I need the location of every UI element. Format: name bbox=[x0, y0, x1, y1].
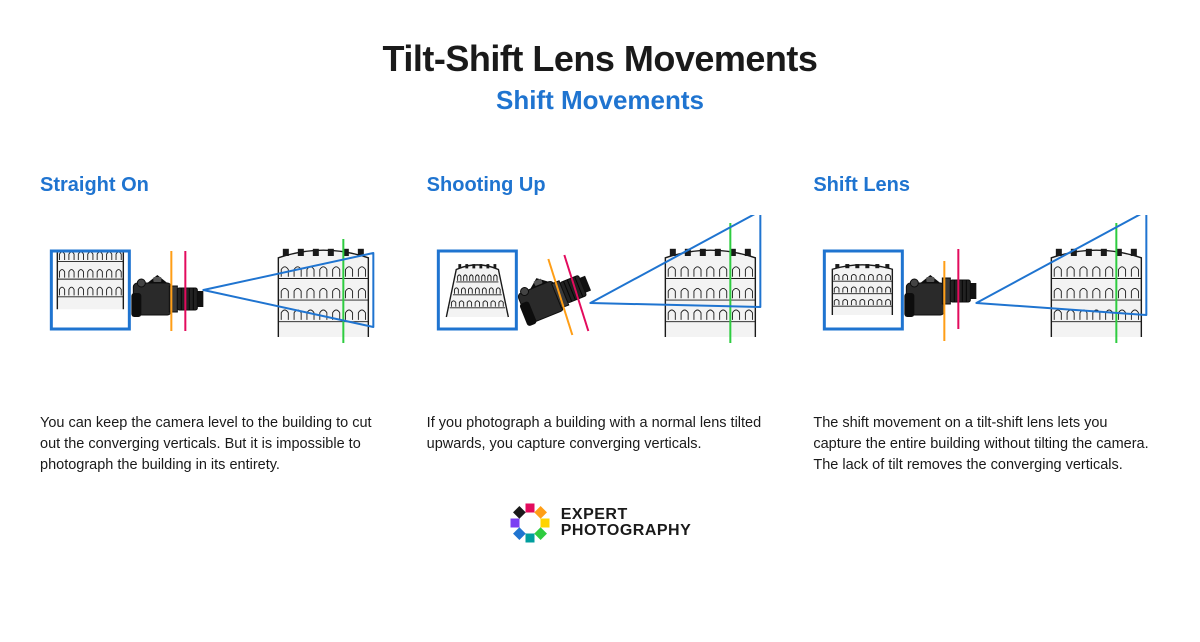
panels-row: Straight On You can keep the camera leve… bbox=[40, 174, 1160, 476]
diagram-shift bbox=[813, 215, 1160, 365]
diagram-straight bbox=[40, 215, 387, 365]
panel-shift-lens: Shift Lens The shift movement on a tilt-… bbox=[813, 174, 1160, 476]
desc-up: If you photograph a building with a norm… bbox=[427, 413, 767, 455]
desc-shift: The shift movement on a tilt-shift lens … bbox=[813, 413, 1153, 476]
logo-text: EXPERT PHOTOGRAPHY bbox=[561, 507, 692, 539]
logo-line1: EXPERT bbox=[561, 507, 692, 523]
diagram-up bbox=[427, 215, 774, 365]
main-title: Tilt-Shift Lens Movements bbox=[40, 38, 1160, 79]
panel-shooting-up: Shooting Up If you photograph a building… bbox=[427, 174, 774, 476]
panel-straight-on: Straight On You can keep the camera leve… bbox=[40, 174, 387, 476]
logo-ring-icon bbox=[509, 502, 551, 544]
desc-straight: You can keep the camera level to the bui… bbox=[40, 413, 380, 476]
logo-line2: PHOTOGRAPHY bbox=[561, 523, 692, 539]
panel-title-straight: Straight On bbox=[40, 174, 387, 197]
panel-title-shift: Shift Lens bbox=[813, 174, 1160, 197]
infographic-page: Tilt-Shift Lens Movements Shift Movement… bbox=[0, 0, 1200, 642]
brand-logo: EXPERT PHOTOGRAPHY bbox=[509, 502, 692, 544]
logo-area: EXPERT PHOTOGRAPHY bbox=[40, 502, 1160, 544]
subtitle: Shift Movements bbox=[40, 85, 1160, 116]
panel-title-up: Shooting Up bbox=[427, 174, 774, 197]
